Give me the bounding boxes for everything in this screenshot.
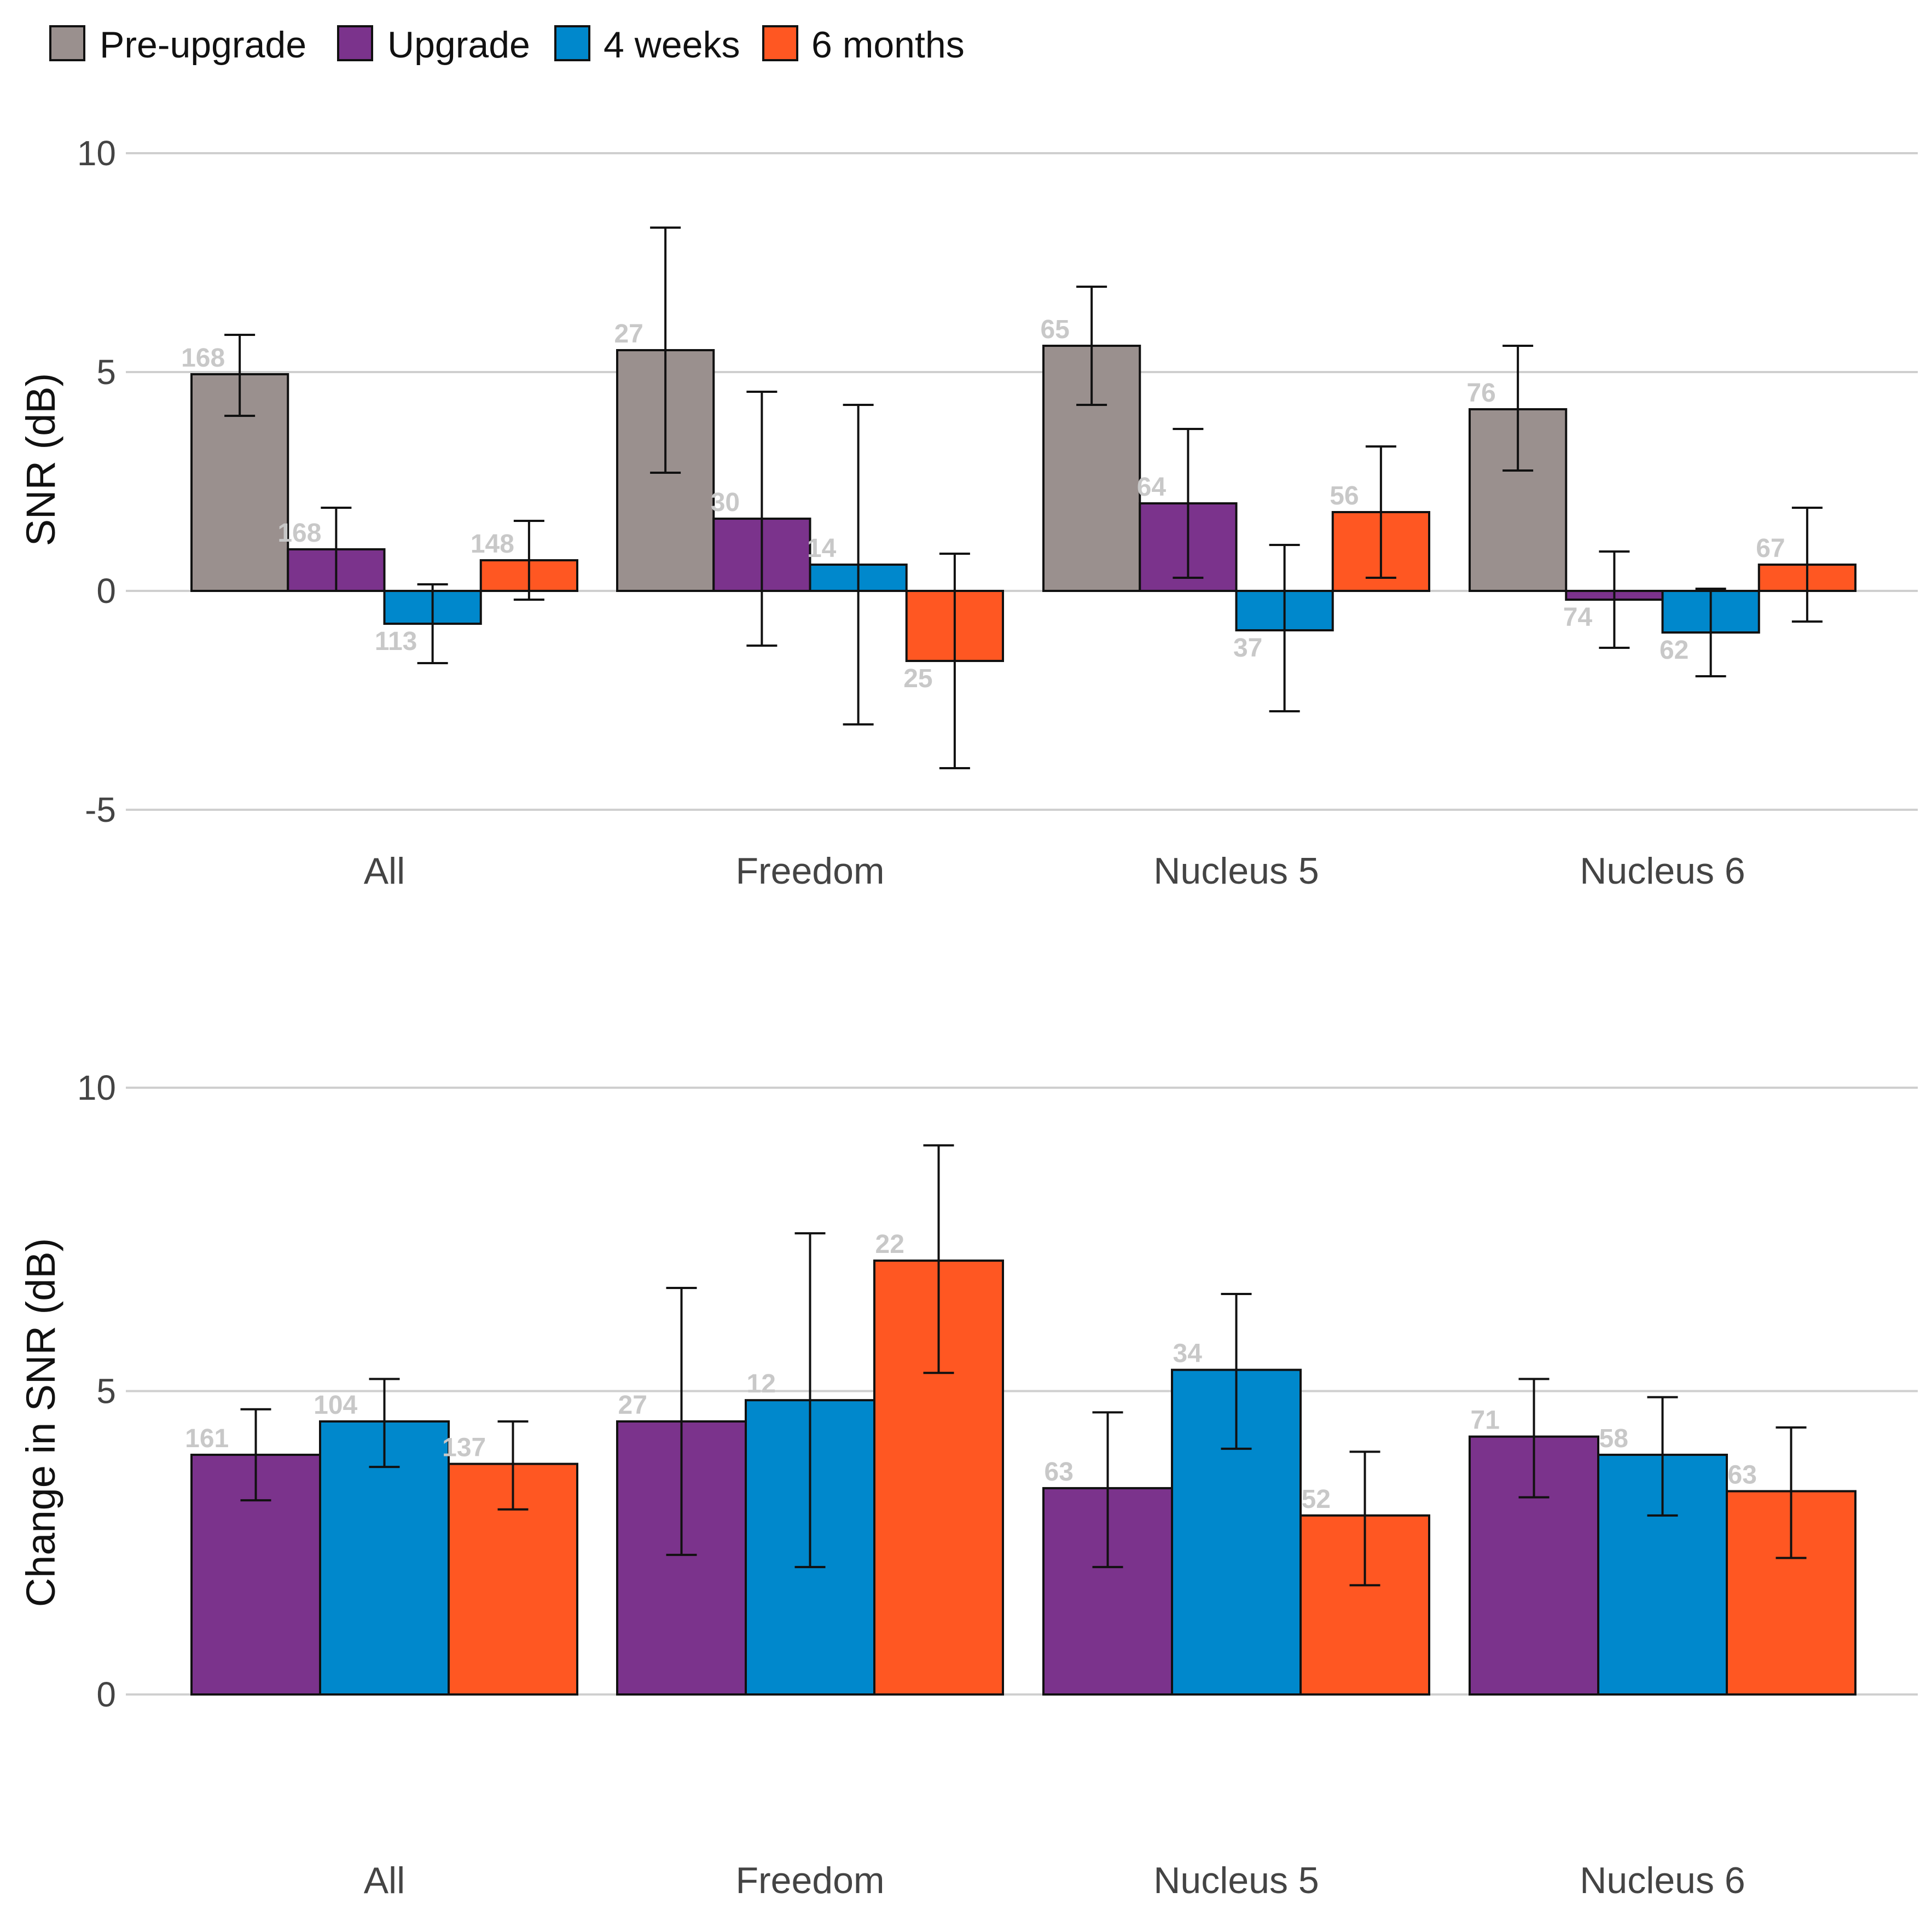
y-tick-label: 10: [77, 1068, 116, 1107]
category-label-nucleus-6: Nucleus 6: [1580, 850, 1745, 892]
n-label-4-weeks-nucleus-6: 62: [1660, 636, 1689, 665]
n-label-pre-upgrade-freedom: 27: [614, 320, 643, 349]
n-label-upgrade-nucleus-6: 74: [1563, 603, 1593, 632]
n-label-6-months-nucleus-5: 52: [1302, 1485, 1331, 1514]
y-tick-label: -5: [85, 790, 116, 829]
panel-snr: -5 0 5 10 SNR (dB) All 168 168 113 148 Freedom 27 30…: [18, 134, 1918, 892]
category-label-all: All: [364, 1860, 405, 1901]
n-label-4-weeks-all: 104: [314, 1391, 357, 1420]
n-label-4-weeks-freedom: 12: [747, 1369, 776, 1398]
n-label-6-months-freedom: 25: [903, 664, 932, 693]
legend-swatch-upgrade: [337, 25, 373, 61]
n-label-4-weeks-all: 113: [375, 627, 417, 656]
n-label-upgrade-freedom: 30: [711, 488, 740, 517]
category-label-freedom: Freedom: [735, 850, 884, 892]
n-label-6-months-freedom: 22: [875, 1230, 904, 1259]
category-label-nucleus-5: Nucleus 5: [1153, 850, 1319, 892]
bar-6-months-nucleus-5: [1299, 1514, 1430, 1696]
n-label-4-weeks-nucleus-5: 37: [1233, 634, 1262, 663]
n-label-upgrade-all: 161: [185, 1424, 229, 1453]
legend: Pre-upgrade Upgrade 4 weeks 6 months: [49, 24, 965, 66]
legend-label-pre-upgrade: Pre-upgrade: [100, 24, 306, 66]
y-axis-title: Change in SNR (dB): [18, 1238, 63, 1607]
category-label-all: All: [364, 850, 405, 892]
n-label-6-months-nucleus-5: 56: [1330, 481, 1359, 510]
n-label-upgrade-nucleus-6: 71: [1471, 1406, 1500, 1435]
y-tick-label: 0: [96, 1675, 116, 1714]
n-label-pre-upgrade-nucleus-5: 65: [1040, 315, 1069, 344]
y-axis-title: SNR (dB): [18, 373, 63, 547]
legend-label-4-weeks: 4 weeks: [604, 24, 740, 66]
category-label-freedom: Freedom: [735, 1860, 884, 1901]
n-label-upgrade-all: 168: [277, 519, 321, 548]
n-label-upgrade-nucleus-5: 64: [1137, 473, 1167, 502]
n-label-4-weeks-nucleus-5: 34: [1173, 1339, 1203, 1368]
y-tick-label: 5: [96, 1372, 116, 1411]
legend-label-upgrade: Upgrade: [387, 24, 530, 66]
category-label-nucleus-6: Nucleus 6: [1580, 1860, 1745, 1901]
legend-label-6-months: 6 months: [811, 24, 965, 66]
legend-swatch-6-months: [762, 25, 798, 61]
n-label-6-months-all: 148: [471, 530, 514, 559]
y-tick-label: 0: [96, 571, 116, 611]
n-label-upgrade-nucleus-5: 63: [1045, 1458, 1074, 1487]
n-label-4-weeks-nucleus-6: 58: [1599, 1424, 1628, 1453]
n-label-6-months-nucleus-6: 67: [1756, 534, 1785, 563]
y-tick-label: 10: [77, 134, 116, 173]
n-label-6-months-nucleus-6: 63: [1728, 1460, 1757, 1489]
panel-change-in-snr: 0 5 10 Change in SNR (dB) All 161 104 137 Freedo…: [18, 1068, 1918, 1901]
n-label-pre-upgrade-nucleus-6: 76: [1466, 379, 1495, 408]
n-label-6-months-all: 137: [442, 1433, 486, 1462]
legend-swatch-pre-upgrade: [49, 25, 85, 61]
n-label-4-weeks-freedom: 14: [807, 534, 837, 563]
legend-swatch-4-weeks: [554, 25, 590, 61]
n-label-pre-upgrade-all: 168: [181, 344, 225, 373]
y-tick-label: 5: [96, 352, 116, 392]
n-label-upgrade-freedom: 27: [618, 1391, 647, 1420]
category-label-nucleus-5: Nucleus 5: [1153, 1860, 1319, 1901]
